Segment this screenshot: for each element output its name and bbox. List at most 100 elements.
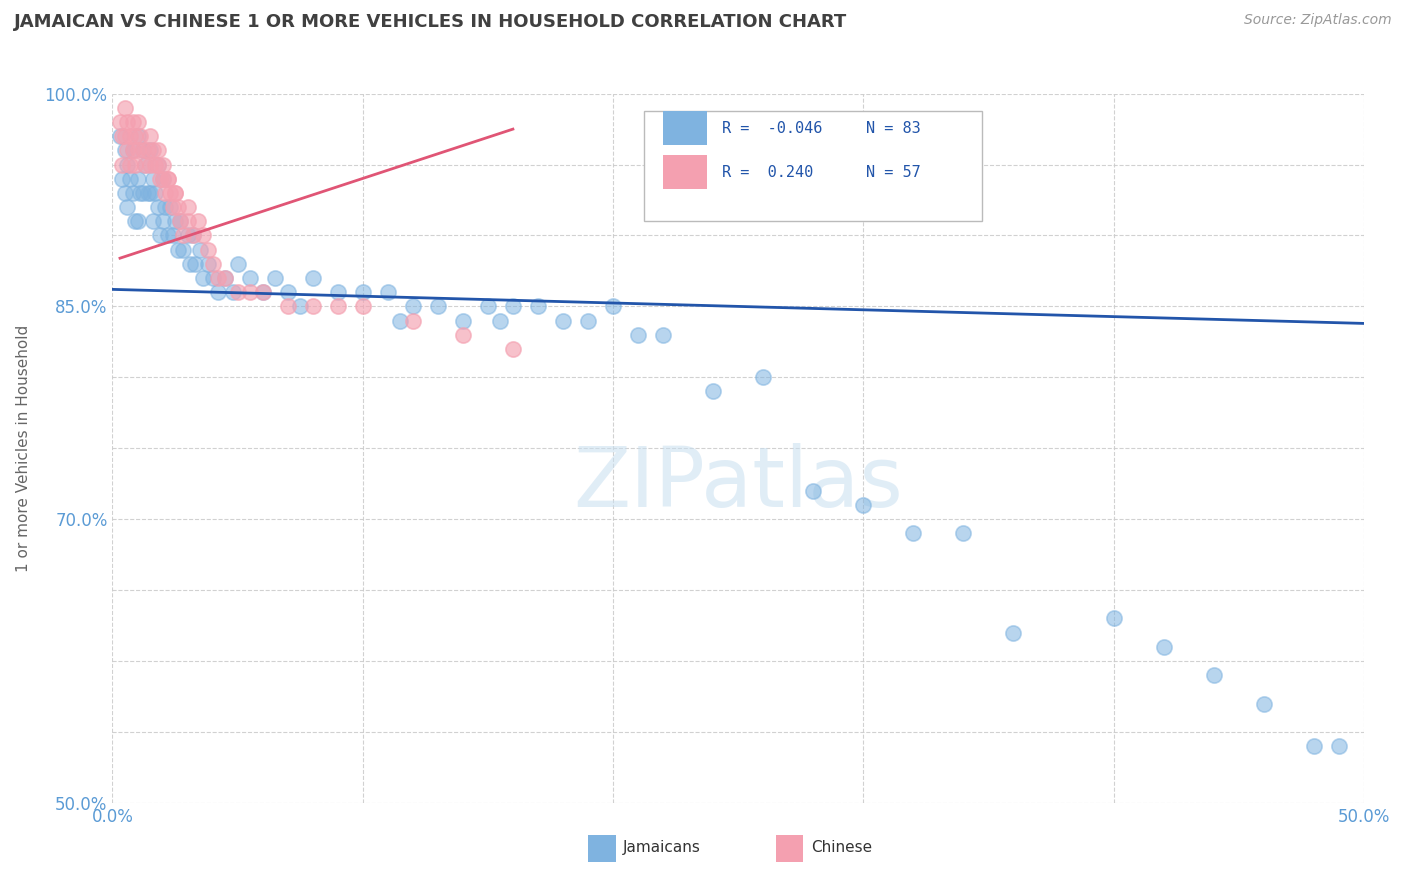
Text: Source: ZipAtlas.com: Source: ZipAtlas.com xyxy=(1244,13,1392,28)
Point xyxy=(326,285,349,300)
Point xyxy=(156,171,179,186)
Point xyxy=(197,257,219,271)
Text: N = 83: N = 83 xyxy=(866,121,921,136)
Point xyxy=(146,144,169,158)
Bar xyxy=(664,112,707,145)
Point xyxy=(159,186,181,200)
Point xyxy=(181,228,204,243)
Point xyxy=(114,186,136,200)
Point xyxy=(1002,625,1025,640)
Point xyxy=(131,144,153,158)
Point xyxy=(163,186,186,200)
Point xyxy=(127,214,149,228)
Point xyxy=(131,186,153,200)
Point xyxy=(149,228,172,243)
Point xyxy=(153,186,176,200)
Point xyxy=(118,157,141,171)
Point xyxy=(377,285,399,300)
Point xyxy=(627,327,650,342)
Text: ZIPatlas: ZIPatlas xyxy=(574,443,903,524)
Point xyxy=(136,186,159,200)
Point xyxy=(221,285,243,300)
Point xyxy=(149,171,172,186)
Point xyxy=(201,257,224,271)
Point xyxy=(181,228,204,243)
Point xyxy=(489,313,512,327)
Point xyxy=(176,214,198,228)
Point xyxy=(114,144,136,158)
Point xyxy=(108,129,131,144)
Point xyxy=(152,171,174,186)
Point xyxy=(207,271,229,285)
Point xyxy=(201,271,224,285)
Point xyxy=(402,313,425,327)
Point xyxy=(277,285,299,300)
Point xyxy=(191,228,214,243)
Text: R =  0.240: R = 0.240 xyxy=(721,165,813,180)
Point xyxy=(141,144,163,158)
Point xyxy=(129,129,152,144)
Point xyxy=(139,157,162,171)
Point xyxy=(527,299,550,313)
Point xyxy=(124,157,146,171)
Point xyxy=(127,115,149,129)
Point xyxy=(118,171,141,186)
Point xyxy=(197,243,219,257)
Point xyxy=(136,144,159,158)
Point xyxy=(141,171,163,186)
Point xyxy=(1253,697,1275,711)
Point xyxy=(159,200,181,214)
Text: JAMAICAN VS CHINESE 1 OR MORE VEHICLES IN HOUSEHOLD CORRELATION CHART: JAMAICAN VS CHINESE 1 OR MORE VEHICLES I… xyxy=(14,13,848,31)
Point xyxy=(852,498,875,512)
Point xyxy=(952,526,974,541)
Point xyxy=(153,200,176,214)
Text: N = 57: N = 57 xyxy=(866,165,921,180)
Point xyxy=(117,144,139,158)
Point xyxy=(187,214,209,228)
Point xyxy=(131,144,153,158)
Point xyxy=(124,214,146,228)
Point xyxy=(156,171,179,186)
Point xyxy=(652,327,675,342)
Text: Chinese: Chinese xyxy=(811,840,872,855)
Point xyxy=(264,271,287,285)
Point xyxy=(214,271,236,285)
Point xyxy=(163,186,186,200)
Point xyxy=(121,186,143,200)
Point xyxy=(191,271,214,285)
Point xyxy=(1202,668,1225,682)
Text: R =  -0.046: R = -0.046 xyxy=(721,121,823,136)
Point xyxy=(143,186,166,200)
Point xyxy=(576,313,599,327)
Point xyxy=(117,115,139,129)
Point xyxy=(162,200,184,214)
Point xyxy=(121,144,143,158)
Point xyxy=(146,157,169,171)
Point xyxy=(121,144,143,158)
Text: Jamaicans: Jamaicans xyxy=(623,840,702,855)
Bar xyxy=(664,155,707,189)
Point xyxy=(162,228,184,243)
Point xyxy=(166,200,188,214)
Point xyxy=(277,299,299,313)
Y-axis label: 1 or more Vehicles in Household: 1 or more Vehicles in Household xyxy=(15,325,31,572)
Point xyxy=(124,129,146,144)
Point xyxy=(139,186,162,200)
Point xyxy=(502,299,524,313)
Point xyxy=(117,200,139,214)
Point xyxy=(402,299,425,313)
Point xyxy=(172,228,194,243)
Point xyxy=(551,313,574,327)
Point xyxy=(127,171,149,186)
Point xyxy=(117,157,139,171)
Point xyxy=(176,200,198,214)
Point xyxy=(352,299,374,313)
Point xyxy=(451,327,474,342)
Point xyxy=(139,144,162,158)
Point xyxy=(451,313,474,327)
Point xyxy=(184,257,207,271)
Point xyxy=(188,243,211,257)
Point xyxy=(903,526,925,541)
Point xyxy=(226,285,249,300)
Point xyxy=(152,171,174,186)
